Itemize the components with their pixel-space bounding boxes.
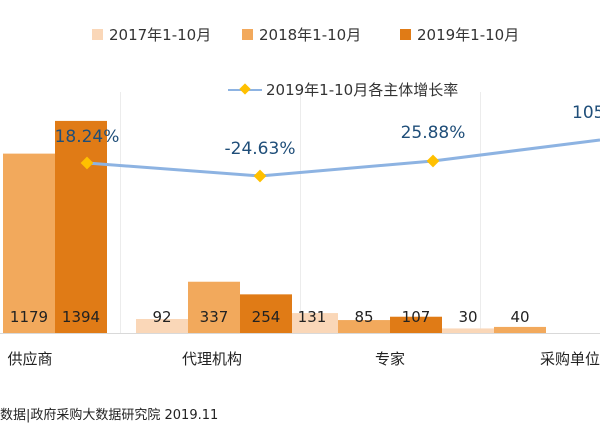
legend-label-2018: 2018年1-10月 xyxy=(259,26,362,44)
growth-rate-markers xyxy=(80,154,440,183)
bar-1-2 xyxy=(338,320,390,333)
bar-1-3 xyxy=(494,326,546,333)
growth-rate-polyline xyxy=(86,138,600,178)
growth-label-0: 18.24% xyxy=(55,127,120,147)
source-note: 数据|政府采购大数据研究院 2019.11 xyxy=(0,408,219,423)
legend-label-2019: 2019年1-10月 xyxy=(417,26,520,44)
bar-label-1-2: 85 xyxy=(354,308,373,326)
bar-2-2 xyxy=(390,316,442,333)
bar-label-1-0: 1179 xyxy=(10,308,48,326)
category-label-3: 采购单位 xyxy=(540,350,600,368)
category-label-1: 代理机构 xyxy=(182,350,242,368)
bar-0-3 xyxy=(442,328,494,333)
bar-label-2-1: 254 xyxy=(252,308,281,326)
legend-item-2019: 2019年1-10月 xyxy=(400,24,519,45)
legend-item-growth-rate: 2019年1-10月各主体增长率 xyxy=(228,79,458,100)
bar-1-0 xyxy=(3,153,55,333)
legend-swatch-2017 xyxy=(92,29,103,40)
growth-marker-2 xyxy=(426,154,440,168)
bar-label-2-0: 1394 xyxy=(62,308,100,326)
bar-label-0-2: 131 xyxy=(298,308,327,326)
legend-diamond-marker xyxy=(239,83,251,95)
legend-swatch-2019 xyxy=(400,29,411,40)
bar-label-1-3: 40 xyxy=(510,308,529,326)
legend-item-2018: 2018年1-10月 xyxy=(242,24,361,45)
category-separators xyxy=(120,92,481,333)
bar-value-labels: 92 131 30 1179 337 85 40 1394 254 107 xyxy=(10,308,530,326)
growth-marker-0 xyxy=(80,156,94,170)
legend-swatch-2018 xyxy=(242,29,253,40)
bar-label-2-2: 107 xyxy=(402,308,431,326)
bar-1-1 xyxy=(188,281,240,333)
legend-line-swatch xyxy=(228,83,262,95)
category-label-2: 专家 xyxy=(375,350,405,368)
growth-label-3: 105 xyxy=(572,103,600,123)
category-label-0: 供应商 xyxy=(7,350,52,368)
bar-label-0-3: 30 xyxy=(458,308,477,326)
bar-label-1-1: 337 xyxy=(200,308,229,326)
growth-rate-line xyxy=(86,138,600,178)
legend-label-2017: 2017年1-10月 xyxy=(109,26,212,44)
growth-label-1: -24.63% xyxy=(225,139,296,159)
category-labels: 供应商 代理机构 专家 采购单位 xyxy=(7,350,600,368)
bar-2-0 xyxy=(55,120,107,333)
bar-0-2 xyxy=(286,313,338,333)
growth-label-2: 25.88% xyxy=(401,123,466,143)
bar-0-1 xyxy=(136,319,188,333)
bars xyxy=(3,120,546,333)
legend: 2017年1-10月 2018年1-10月 2019年1-10月 xyxy=(0,24,600,44)
legend-label-growth-rate: 2019年1-10月各主体增长率 xyxy=(266,81,459,99)
growth-rate-labels: 18.24% -24.63% 25.88% 105 xyxy=(55,103,600,159)
bar-label-0-1: 92 xyxy=(152,308,171,326)
bar-2-1 xyxy=(240,294,292,333)
legend-item-2017: 2017年1-10月 xyxy=(92,24,211,45)
growth-marker-1 xyxy=(253,169,267,183)
